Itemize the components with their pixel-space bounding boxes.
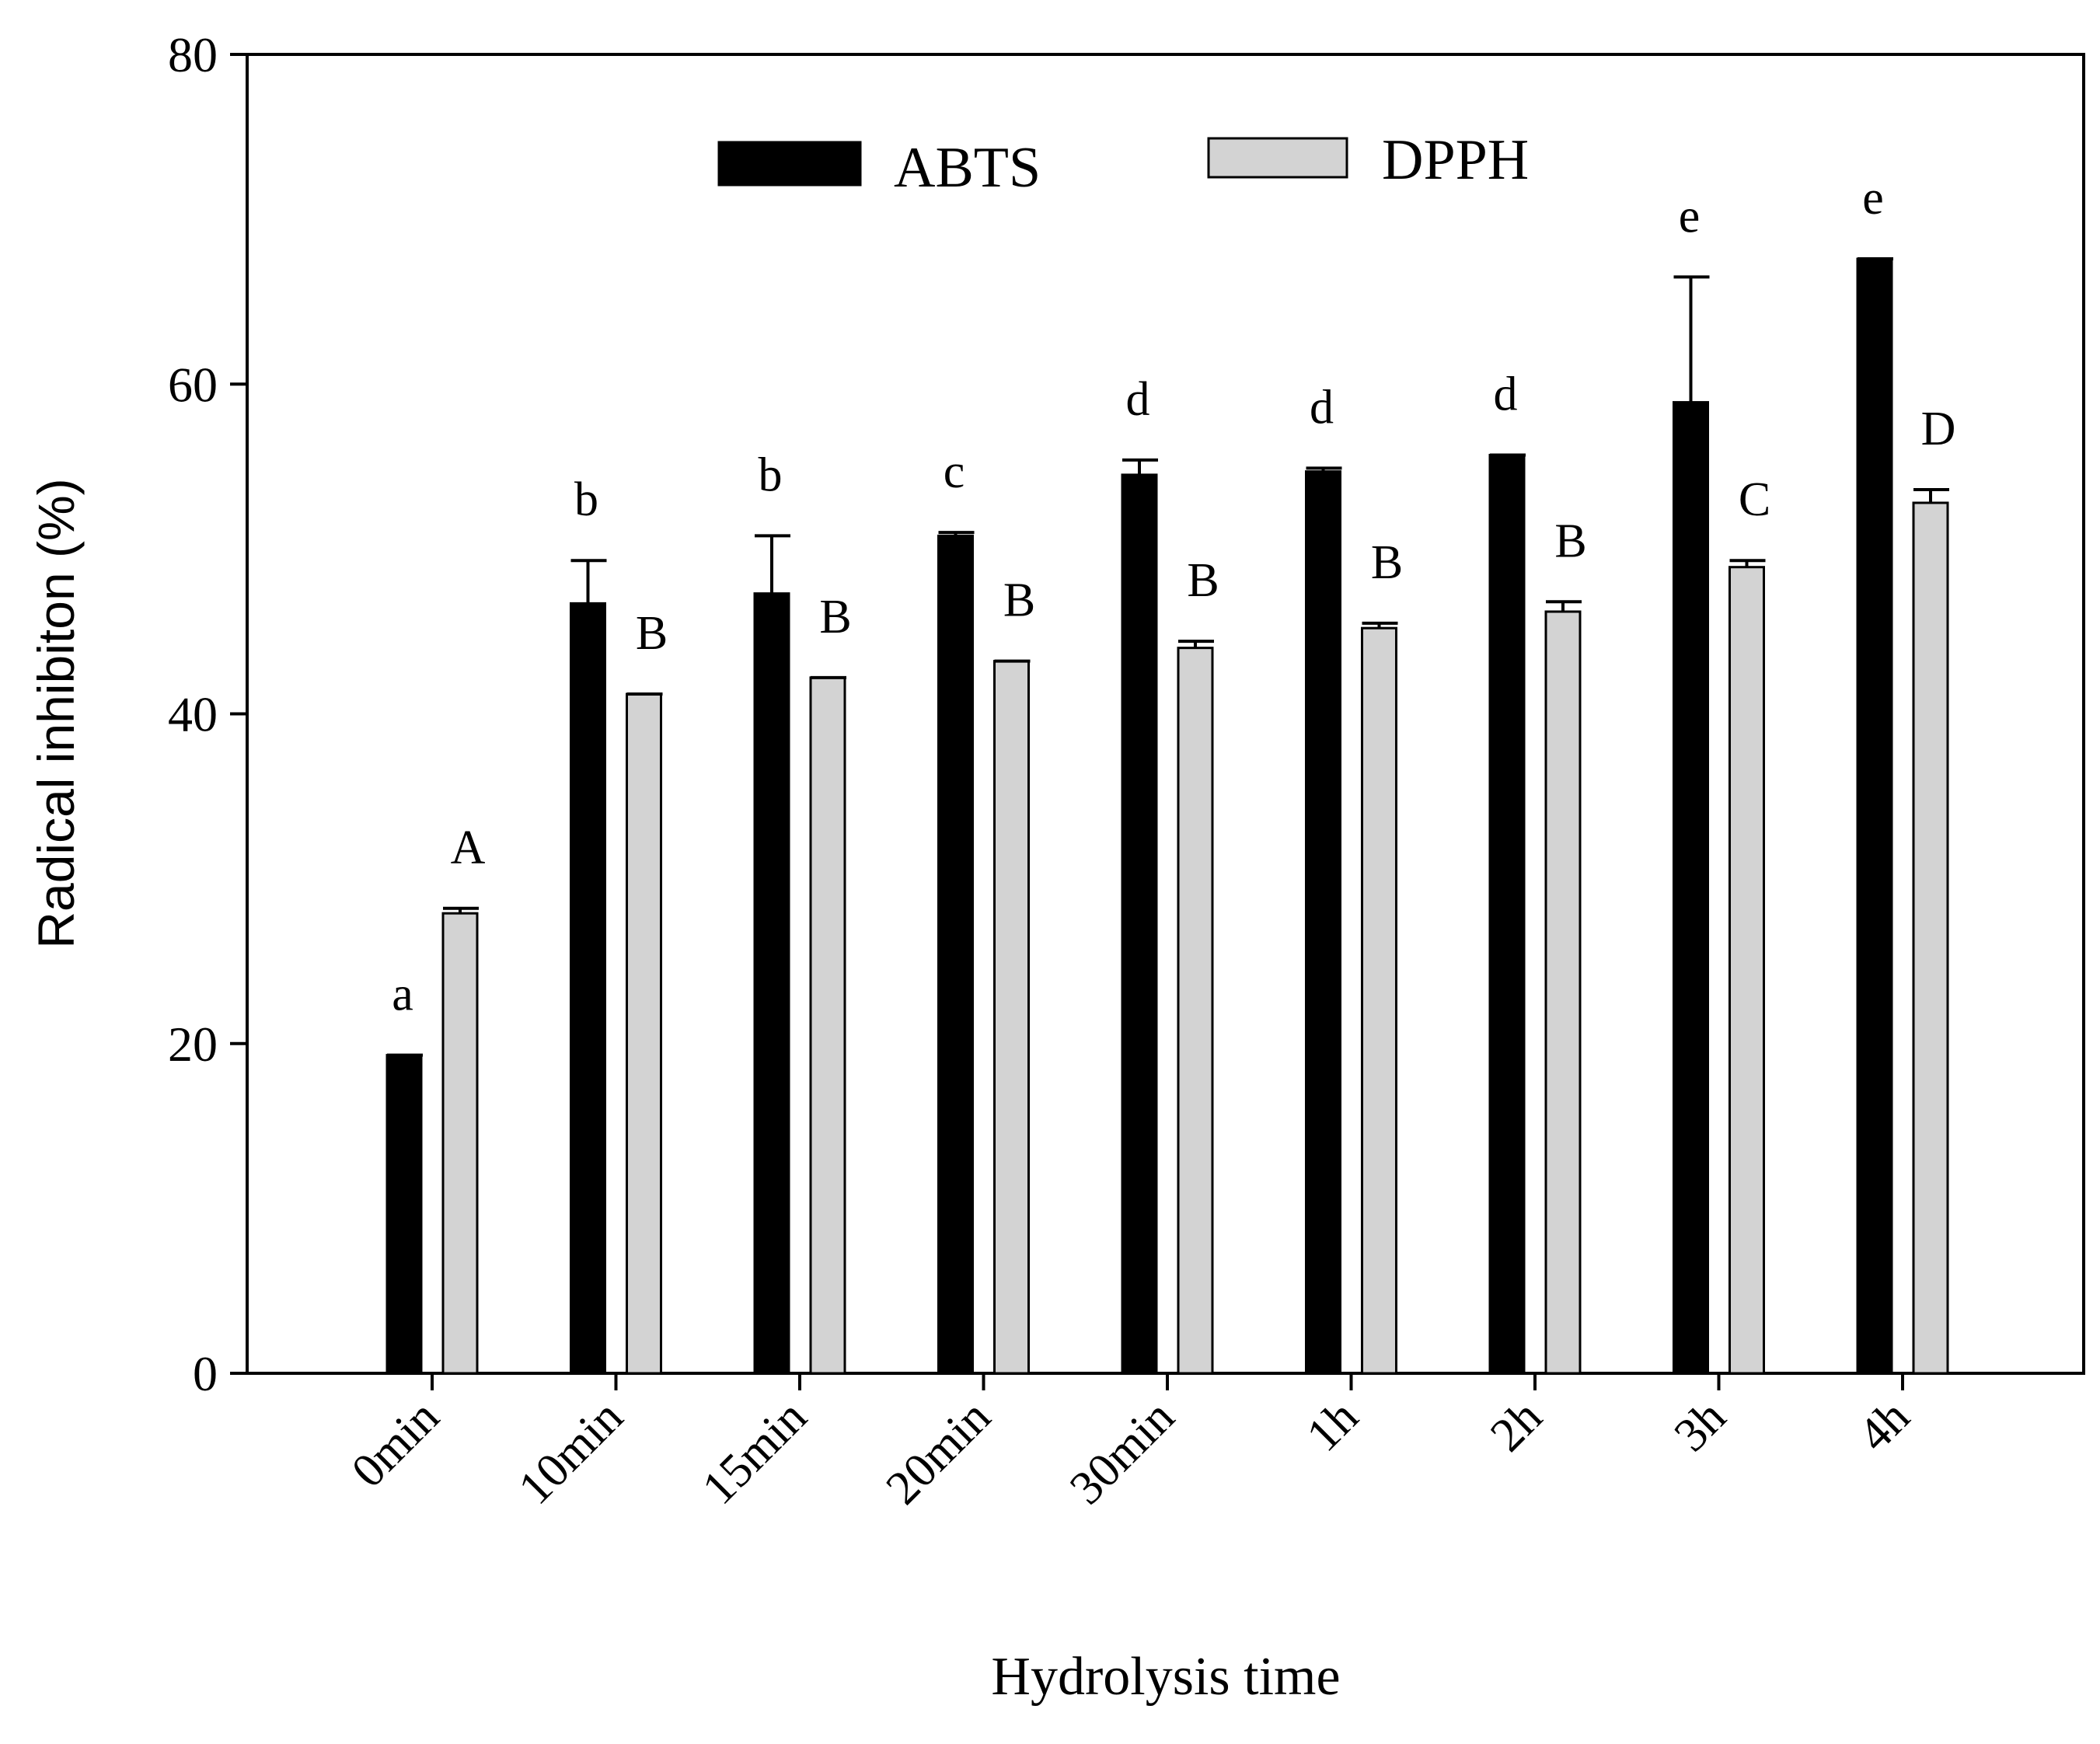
significance-letter: B xyxy=(636,607,668,660)
legend: ABTS DPPH xyxy=(717,128,1529,200)
legend-label-dpph: DPPH xyxy=(1382,128,1529,192)
bar-dpph xyxy=(993,660,1030,1375)
bar-dpph xyxy=(1912,501,1949,1375)
significance-letter: e xyxy=(1679,190,1701,242)
x-tick-label: 0min xyxy=(342,1390,449,1498)
x-tick-label: 3h xyxy=(1664,1390,1735,1462)
bar-abts xyxy=(753,592,790,1375)
y-tick-label: 20 xyxy=(168,1017,218,1072)
x-tick-label: 10min xyxy=(508,1390,633,1515)
legend-swatch-dpph xyxy=(1207,137,1348,179)
bar-dpph xyxy=(1544,610,1582,1375)
x-tick-label: 2h xyxy=(1481,1390,1552,1462)
bar-dpph xyxy=(809,676,846,1375)
bar-dpph xyxy=(1177,647,1214,1375)
legend-swatch-abts xyxy=(717,141,862,187)
significance-letter: B xyxy=(819,591,851,644)
significance-letter: D xyxy=(1921,403,1956,455)
significance-letter: c xyxy=(944,445,965,498)
y-axis-label: Radical inhibiton (%) xyxy=(27,478,85,948)
bar-dpph xyxy=(441,912,479,1375)
bar-abts xyxy=(1856,257,1893,1375)
significance-letter: B xyxy=(1003,574,1035,627)
bar-dpph xyxy=(1728,566,1765,1375)
significance-letter: e xyxy=(1862,172,1884,225)
significance-letter: B xyxy=(1371,536,1403,589)
significance-letter: b xyxy=(759,448,783,501)
y-tick-label: 80 xyxy=(168,27,218,82)
bar-dpph xyxy=(1361,626,1397,1375)
x-axis-label: Hydrolysis time xyxy=(991,1647,1340,1707)
significance-letter: b xyxy=(574,473,598,526)
x-tick-label: 1h xyxy=(1296,1390,1368,1462)
bar-abts xyxy=(1305,470,1341,1375)
y-tick-label: 60 xyxy=(168,357,218,412)
significance-letter: A xyxy=(451,821,486,874)
bar-abts xyxy=(1488,453,1526,1375)
significance-letter: C xyxy=(1739,473,1770,526)
plot-frame xyxy=(246,53,2085,1375)
significance-letter: d xyxy=(1126,373,1150,426)
y-tick-label: 40 xyxy=(168,687,218,742)
significance-letter: a xyxy=(392,968,413,1021)
significance-letter: B xyxy=(1187,554,1219,607)
bar-abts xyxy=(1673,401,1709,1375)
significance-letter: d xyxy=(1310,381,1334,434)
bar-abts xyxy=(570,602,606,1375)
y-tick-label: 0 xyxy=(193,1346,218,1401)
significance-letter: B xyxy=(1554,514,1586,567)
bar-dpph xyxy=(626,692,662,1375)
legend-label-abts: ABTS xyxy=(894,136,1041,200)
bar-abts xyxy=(937,534,974,1375)
bar-abts xyxy=(385,1054,423,1375)
bar-abts xyxy=(1121,473,1158,1375)
x-tick-label: 30min xyxy=(1060,1390,1184,1515)
significance-letter: d xyxy=(1494,368,1518,420)
x-tick-label: 4h xyxy=(1848,1390,1920,1462)
x-tick-label: 20min xyxy=(876,1390,1000,1515)
x-tick-label: 15min xyxy=(692,1390,817,1515)
